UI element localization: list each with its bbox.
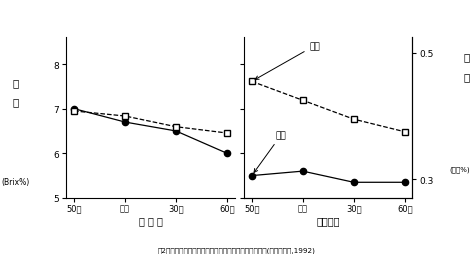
- Text: 糖度: 糖度: [254, 131, 286, 173]
- Text: (ク酸%): (ク酸%): [449, 166, 470, 173]
- X-axis label: フローラ: フローラ: [317, 215, 340, 225]
- Text: 糖: 糖: [13, 78, 19, 88]
- Text: 酸度: 酸度: [255, 42, 320, 80]
- Text: 度: 度: [13, 97, 19, 107]
- Text: 度: 度: [463, 72, 469, 82]
- Text: (Brix%): (Brix%): [2, 178, 30, 187]
- Text: 酸: 酸: [463, 52, 469, 62]
- X-axis label: 桃 太 郎: 桃 太 郎: [138, 215, 163, 225]
- Text: 図2　施肥量低減条件における自根トマトの糖度、酸度(隔離床栽培,1992): 図2 施肥量低減条件における自根トマトの糖度、酸度(隔離床栽培,1992): [158, 246, 316, 253]
